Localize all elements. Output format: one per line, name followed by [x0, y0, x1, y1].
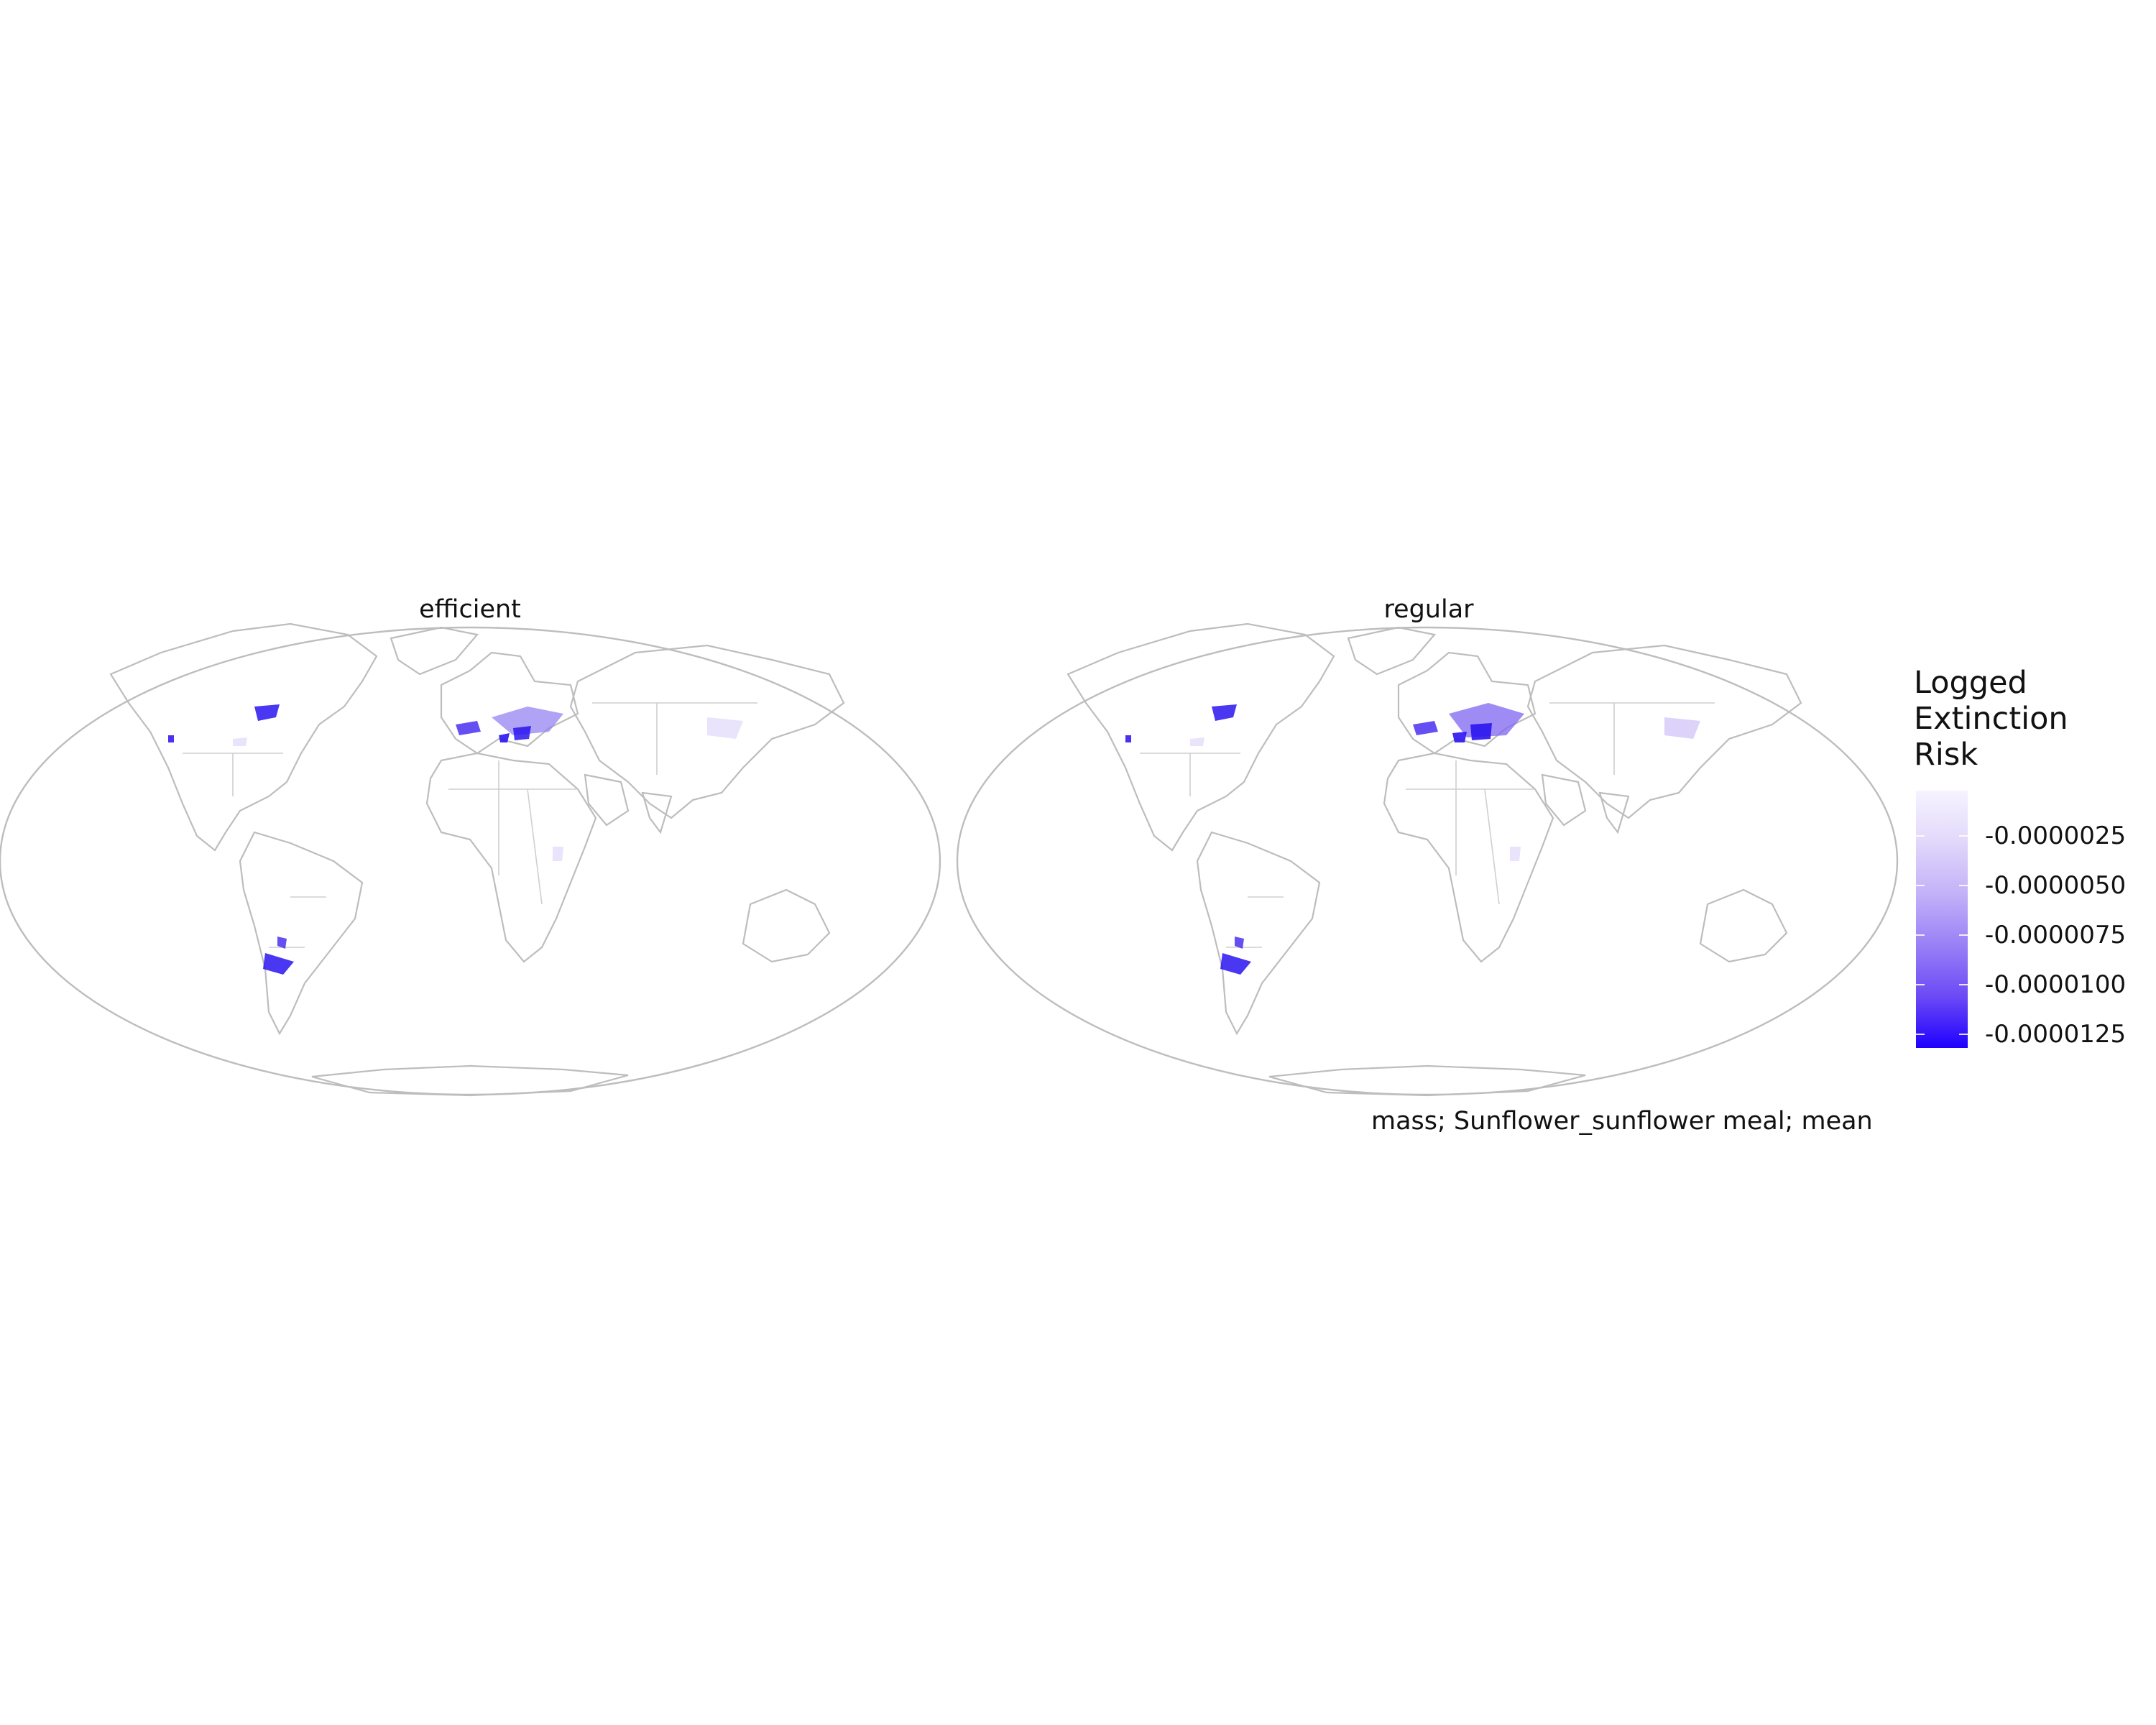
legend-colorbar	[1916, 791, 1968, 1048]
risk-hotspots	[1125, 703, 1700, 975]
legend-tick-label: -0.0000100	[1985, 970, 2127, 999]
legend-tick-label: -0.0000125	[1985, 1020, 2127, 1049]
legend-tick-label: -0.0000050	[1985, 871, 2127, 900]
legend-title-line: Risk	[1914, 737, 1978, 773]
legend-tick-label: -0.0000025	[1985, 822, 2127, 850]
globe-outline	[956, 626, 1899, 1096]
legend-title-line: Extinction	[1914, 701, 2068, 737]
panel-title-regular: regular	[1383, 595, 1474, 624]
panel-title-efficient: efficient	[419, 595, 521, 624]
globe-outline	[0, 626, 941, 1096]
legend-tick-label: -0.0000075	[1985, 921, 2127, 949]
plot-caption: mass; Sunflower_sunflower meal; mean	[1371, 1107, 1873, 1136]
legend-title-line: Logged	[1914, 665, 2027, 701]
map-panel-regular	[956, 622, 1899, 1097]
map-panel-efficient	[0, 622, 941, 1097]
risk-hotspots	[168, 704, 743, 975]
legend-title: Logged Extinction Risk	[1914, 665, 2068, 773]
